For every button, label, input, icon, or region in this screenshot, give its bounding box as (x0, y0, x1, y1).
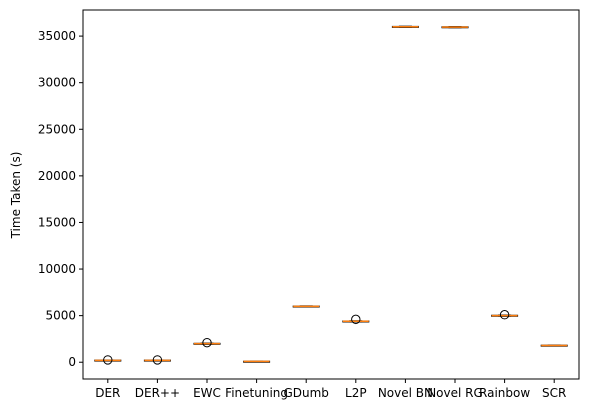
x-tick-label: EWC (193, 386, 221, 400)
x-tick-label: Finetuning (225, 386, 288, 400)
x-tick-label: SCR (542, 386, 566, 400)
y-tick-label: 20000 (38, 169, 76, 183)
y-tick-label: 15000 (38, 215, 76, 229)
x-tick-label: Novel BN (378, 386, 433, 400)
y-tick-label: 5000 (45, 309, 76, 323)
y-tick-label: 35000 (38, 29, 76, 43)
y-tick-label: 10000 (38, 262, 76, 276)
x-tick-label: Rainbow (479, 386, 530, 400)
y-tick-label: 0 (68, 355, 76, 369)
x-tick-label: GDumb (283, 386, 328, 400)
x-tick-label: Novel RG (427, 386, 483, 400)
y-tick-label: 25000 (38, 122, 76, 136)
x-tick-label: DER++ (135, 386, 180, 400)
y-axis-label: Time Taken (s) (9, 152, 23, 240)
x-tick-label: DER (95, 386, 120, 400)
x-tick-label: L2P (345, 386, 367, 400)
y-tick-label: 30000 (38, 76, 76, 90)
